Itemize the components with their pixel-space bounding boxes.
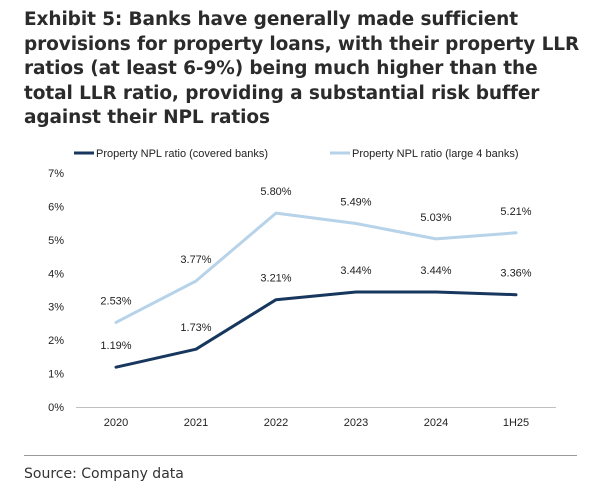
legend-label-covered-banks: Property NPL ratio (covered banks) [96,148,268,160]
x-tick-label: 2022 [264,417,288,429]
data-label: 5.03% [420,212,451,224]
source-note: Source: Company data [24,466,184,482]
data-label: 5.80% [260,186,291,198]
data-label: 5.21% [500,206,531,218]
data-label: 3.21% [260,273,291,285]
data-label: 2.53% [100,295,131,307]
y-tick-label: 5% [48,235,64,247]
y-tick-label: 0% [48,402,64,414]
data-label: 5.49% [340,196,371,208]
legend-label-large-4-banks: Property NPL ratio (large 4 banks) [352,148,519,160]
y-tick-label: 7% [48,168,64,180]
series-line-large-4-banks [114,211,518,324]
x-tick-label: 2021 [184,417,208,429]
bottom-rule [24,455,577,456]
x-tick-label: 2023 [344,417,368,429]
y-tick-label: 2% [48,335,64,347]
x-axis: 2020 2021 2022 2023 2024 1H25 [104,417,529,429]
data-label: 3.44% [420,265,451,277]
y-tick-label: 4% [48,268,64,280]
data-label: 3.77% [180,254,211,266]
y-tick-label: 6% [48,201,64,213]
x-tick-label: 2024 [424,417,448,429]
y-tick-label: 1% [48,369,64,381]
data-label: 3.44% [340,265,371,277]
data-label: 1.19% [100,340,131,352]
x-tick-label: 1H25 [503,417,529,429]
legend: Property NPL ratio (covered banks) Prope… [74,148,519,160]
y-axis: 0% 1% 2% 3% 4% 5% 6% 7% [48,168,64,414]
series-line-covered-banks [114,290,518,369]
x-tick-label: 2020 [104,417,128,429]
data-label: 1.73% [180,322,211,334]
y-tick-label: 3% [48,302,64,314]
series-layer: 2.53% 3.77% 5.80% 5.49% 5.03% 5.21% 1.19% 1.73%… [100,186,532,369]
data-label: 3.36% [500,268,531,280]
chart-title: Exhibit 5: Banks have generally made suf… [24,9,580,128]
